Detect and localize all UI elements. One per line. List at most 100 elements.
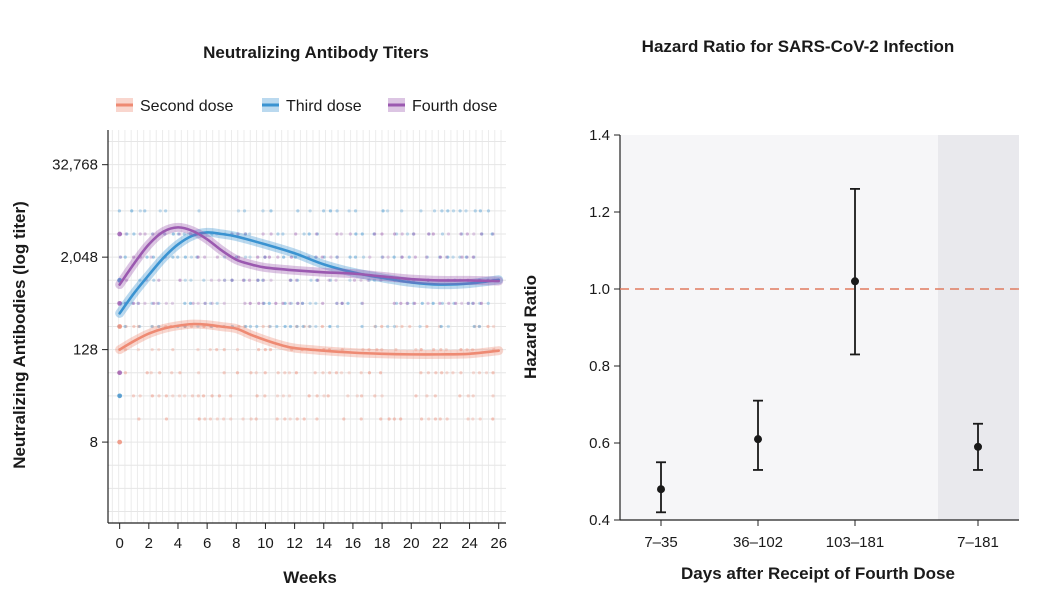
scatter-point xyxy=(149,371,153,375)
scatter-point xyxy=(267,301,271,305)
scatter-point xyxy=(352,278,357,282)
scatter-point xyxy=(236,232,240,236)
scatter-point xyxy=(427,417,431,421)
scatter-point xyxy=(123,324,127,329)
scatter-point xyxy=(426,301,430,305)
scatter-point xyxy=(195,255,199,259)
scatter-point xyxy=(309,278,313,282)
scatter-point xyxy=(477,324,481,329)
scatter-point xyxy=(282,255,286,259)
scatter-point xyxy=(197,371,201,375)
scatter-point xyxy=(379,371,383,375)
scatter-point xyxy=(361,255,366,259)
scatter-point xyxy=(440,371,444,375)
scatter-point xyxy=(348,278,352,282)
scatter-point xyxy=(380,394,384,398)
scatter-point xyxy=(263,255,267,259)
scatter-point xyxy=(359,371,363,375)
scatter-point xyxy=(283,417,287,421)
scatter-point xyxy=(471,255,475,259)
scatter-point xyxy=(470,348,475,352)
scatter-point xyxy=(400,232,404,236)
scatter-point xyxy=(440,301,444,305)
third-dose-legend-label: Third dose xyxy=(286,98,362,115)
scatter-point xyxy=(381,209,385,213)
scatter-point xyxy=(263,394,267,398)
scatter-point xyxy=(287,394,292,398)
scatter-point xyxy=(392,255,396,259)
scatter-point xyxy=(458,209,462,213)
scatter-point xyxy=(196,394,200,398)
scatter-point xyxy=(281,394,285,398)
scatter-point xyxy=(464,255,469,259)
scatter-point xyxy=(439,324,443,329)
scatter-point xyxy=(334,371,339,375)
scatter-point xyxy=(339,371,344,375)
scatter-point xyxy=(229,417,233,421)
scatter-point xyxy=(418,324,422,329)
scatter-point xyxy=(138,394,142,398)
scatter-point xyxy=(471,394,475,398)
scatter-point xyxy=(411,232,416,236)
scatter-point xyxy=(150,301,154,305)
x-tick-label: 24 xyxy=(461,535,478,552)
scatter-point xyxy=(438,255,442,259)
scatter-point xyxy=(400,255,404,259)
x-tick-label: 16 xyxy=(345,535,362,552)
scatter-point xyxy=(118,255,123,259)
scatter-point xyxy=(373,394,377,398)
scatter-point xyxy=(171,255,175,259)
scatter-point xyxy=(427,232,431,236)
scatter-point xyxy=(419,209,423,213)
scatter-point xyxy=(360,301,365,305)
scatter-point xyxy=(459,232,463,236)
scatter-point xyxy=(348,255,352,259)
fourth-dose-line xyxy=(118,226,501,286)
scatter-point xyxy=(380,232,384,236)
scatter-point xyxy=(480,232,484,236)
scatter-point xyxy=(387,417,391,421)
scatter-point xyxy=(394,324,399,329)
scatter-point xyxy=(434,371,438,375)
scatter-point xyxy=(215,255,220,259)
left-chart-title: Neutralizing Antibody Titers xyxy=(203,43,429,62)
scatter-point xyxy=(302,324,306,329)
scatter-point xyxy=(296,301,300,305)
scatter-point xyxy=(248,324,253,329)
scatter-point xyxy=(163,232,167,236)
scatter-point xyxy=(433,417,438,421)
scatter-point xyxy=(136,301,141,305)
scatter-point xyxy=(445,371,449,375)
scatter-point xyxy=(302,232,306,236)
scatter-point xyxy=(275,417,279,421)
scatter-point xyxy=(328,324,332,329)
scatter-point xyxy=(243,255,248,259)
scatter-point xyxy=(269,232,273,236)
scatter-point xyxy=(117,300,123,306)
scatter-point xyxy=(359,417,363,421)
scatter-point xyxy=(414,348,418,352)
scatter-point xyxy=(490,232,494,236)
scatter-point xyxy=(361,348,365,352)
scatter-point xyxy=(419,417,424,421)
scatter-point xyxy=(131,255,136,259)
scatter-point xyxy=(289,255,294,259)
scatter-point xyxy=(248,232,252,236)
x-tick-label: 14 xyxy=(315,535,332,552)
scatter-point xyxy=(400,255,404,259)
scatter-point xyxy=(222,278,227,282)
scatter-point xyxy=(157,394,161,398)
scatter-point xyxy=(249,371,253,375)
x-tick-label: 2 xyxy=(145,535,153,552)
scatter-point xyxy=(263,348,267,352)
scatter-point xyxy=(137,324,141,329)
scatter-point xyxy=(283,301,287,305)
scatter-point xyxy=(326,394,330,398)
scatter-point xyxy=(237,324,241,329)
scatter-point xyxy=(314,301,318,305)
scatter-point xyxy=(313,371,317,375)
scatter-point xyxy=(340,348,344,352)
scatter-point xyxy=(268,348,273,352)
scatter-point xyxy=(465,232,469,236)
